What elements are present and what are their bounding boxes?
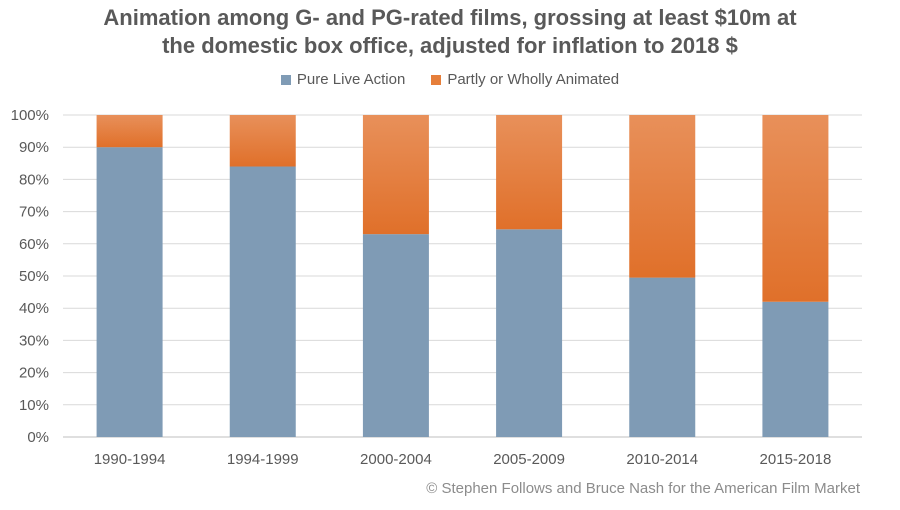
x-tick-label: 1990-1994 [94, 451, 166, 468]
bar-animated-2005-2009 [496, 115, 563, 230]
y-tick-label: 70% [19, 204, 49, 221]
y-tick-label: 10% [19, 397, 49, 414]
bar-live-action-2000-2004 [362, 234, 429, 437]
bar-animated-2010-2014 [629, 115, 696, 278]
source-credit: © Stephen Follows and Bruce Nash for the… [426, 480, 860, 497]
axis-labels: 0% 10% 20% 30% 40% 50% 60% 70% 80% 90% 100% 1990-19… [11, 107, 832, 468]
bar-animated-2015-2018 [762, 115, 829, 302]
bar-live-action-2005-2009 [496, 229, 563, 437]
legend-item-live-action: Pure Live Action [280, 71, 406, 88]
y-tick-label: 20% [19, 365, 49, 382]
y-tick-label: 30% [19, 332, 49, 349]
legend-label-live-action: Pure Live Action [296, 71, 406, 88]
bars [96, 115, 829, 437]
grid-lines [63, 114, 862, 438]
y-tick-label: 100% [11, 107, 49, 124]
bar-animated-1994-1999 [229, 115, 296, 167]
y-tick-label: 0% [27, 429, 49, 446]
legend-swatch-animated [431, 74, 442, 85]
x-tick-label: 2005-2009 [493, 451, 565, 468]
chart-title: Animation among G- and PG-rated films, g… [0, 4, 900, 60]
bar-live-action-2010-2014 [629, 277, 696, 437]
bar-live-action-1994-1999 [229, 166, 296, 437]
bar-animated-2000-2004 [362, 115, 429, 235]
legend-item-animated: Partly or Wholly Animated [431, 71, 619, 88]
legend-label-animated: Partly or Wholly Animated [447, 71, 620, 88]
x-tick-label: 1994-1999 [227, 451, 299, 468]
bar-live-action-2015-2018 [762, 301, 829, 437]
chart-legend: Pure Live Action Partly or Wholly Animat… [0, 71, 900, 88]
chart-title-line-1: Animation among G- and PG-rated films, g… [103, 5, 797, 30]
x-tick-label: 2010-2014 [626, 451, 698, 468]
y-tick-label: 60% [19, 236, 49, 253]
y-tick-label: 50% [19, 268, 49, 285]
x-tick-label: 2000-2004 [360, 451, 432, 468]
y-tick-label: 90% [19, 139, 49, 156]
chart-title-line-2: the domestic box office, adjusted for in… [162, 33, 738, 58]
legend-swatch-live-action [280, 74, 291, 85]
y-tick-label: 40% [19, 300, 49, 317]
bar-animated-1990-1994 [96, 115, 163, 148]
x-tick-label: 2015-2018 [760, 451, 832, 468]
y-tick-label: 80% [19, 171, 49, 188]
bar-live-action-1990-1994 [96, 147, 163, 437]
